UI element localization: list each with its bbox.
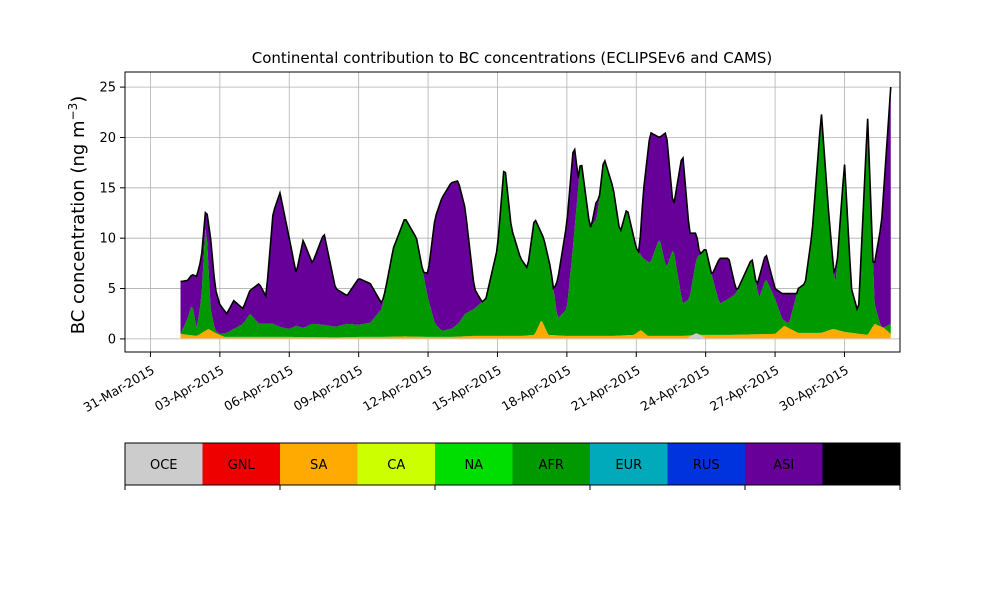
colorbar-label-oce: OCE bbox=[150, 458, 178, 473]
colorbar-label-rus: RUS bbox=[693, 458, 720, 473]
colorbar-label-asi: ASI bbox=[773, 458, 794, 473]
colorbar-cell-oce bbox=[125, 443, 203, 485]
y-tick-label-1: 5 bbox=[108, 282, 116, 297]
colorbar-cell-sa bbox=[280, 443, 358, 485]
colorbar-cell-rus bbox=[667, 443, 745, 485]
colorbar-cell-ca bbox=[357, 443, 435, 485]
colorbar-label-eur: EUR bbox=[615, 458, 642, 473]
colorbar-cell-gnl bbox=[202, 443, 280, 485]
colorbar-label-aus: AUS bbox=[848, 458, 875, 473]
colorbar-label-sa: SA bbox=[310, 458, 327, 473]
colorbar-cell-eur bbox=[590, 443, 668, 485]
area-sa bbox=[180, 320, 891, 339]
colorbar-cell-asi bbox=[745, 443, 823, 485]
chart-title: Continental contribution to BC concentra… bbox=[252, 49, 773, 67]
colorbar-cell-na bbox=[435, 443, 513, 485]
colorbar-label-na: NA bbox=[464, 458, 483, 473]
y-tick-label-0: 0 bbox=[108, 332, 116, 347]
colorbar-cell-aus bbox=[822, 443, 900, 485]
y-tick-label-3: 15 bbox=[99, 181, 116, 196]
colorbar-cell-afr bbox=[512, 443, 590, 485]
y-tick-label-5: 25 bbox=[99, 81, 116, 96]
colorbar-label-gnl: GNL bbox=[228, 458, 256, 473]
y-axis-label-text: BC concentration (ng m bbox=[68, 120, 89, 334]
y-axis: 0 5 10 15 20 25 bbox=[99, 81, 125, 347]
colorbar-label-ca: CA bbox=[387, 458, 405, 473]
colorbar: OCE GNL SA CA NA AFR EUR RUS ASI AUS bbox=[124, 442, 901, 490]
colorbar-label-afr: AFR bbox=[539, 458, 564, 473]
y-axis-label-suffix: ) bbox=[68, 96, 89, 103]
y-axis-label-superscript: −3 bbox=[66, 103, 80, 121]
y-axis-label: BC concentration (ng m−3) bbox=[66, 96, 89, 335]
total-outline bbox=[180, 87, 892, 316]
y-tick-label-4: 20 bbox=[99, 131, 116, 146]
area-afr bbox=[180, 114, 891, 338]
total-line bbox=[180, 87, 892, 316]
plot-frame bbox=[124, 71, 901, 353]
y-tick-label-2: 10 bbox=[99, 232, 116, 247]
colorbar-frame bbox=[124, 442, 901, 486]
